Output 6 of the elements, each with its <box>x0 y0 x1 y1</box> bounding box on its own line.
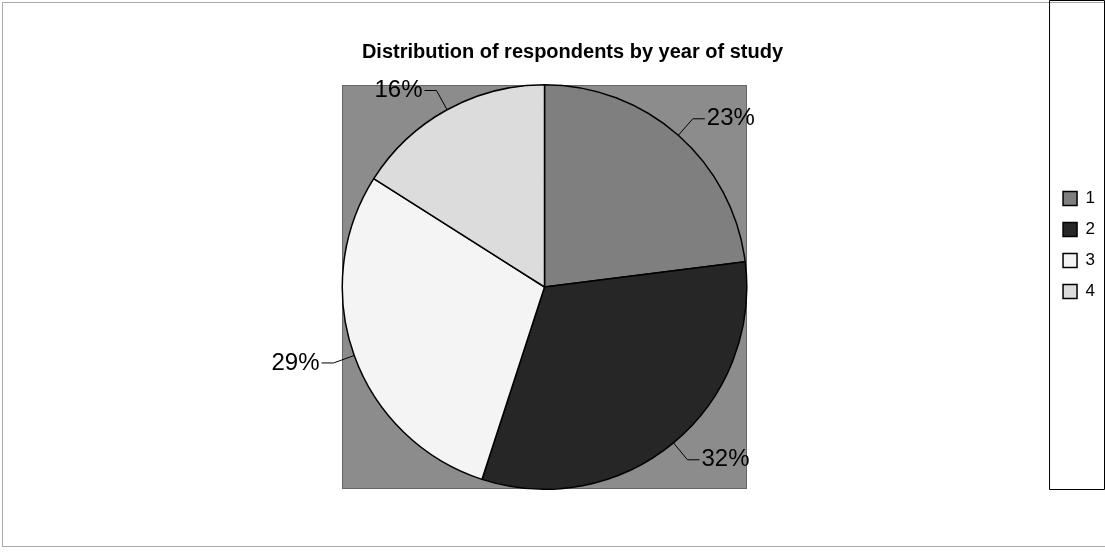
legend-label: 2 <box>1085 219 1096 239</box>
legend-label: 3 <box>1085 250 1096 270</box>
legend-label: 1 <box>1085 188 1096 208</box>
legend-label: 4 <box>1085 281 1096 301</box>
chart-title: Distribution of respondents by year of study <box>361 39 784 62</box>
data-label: 29% <box>271 347 320 375</box>
